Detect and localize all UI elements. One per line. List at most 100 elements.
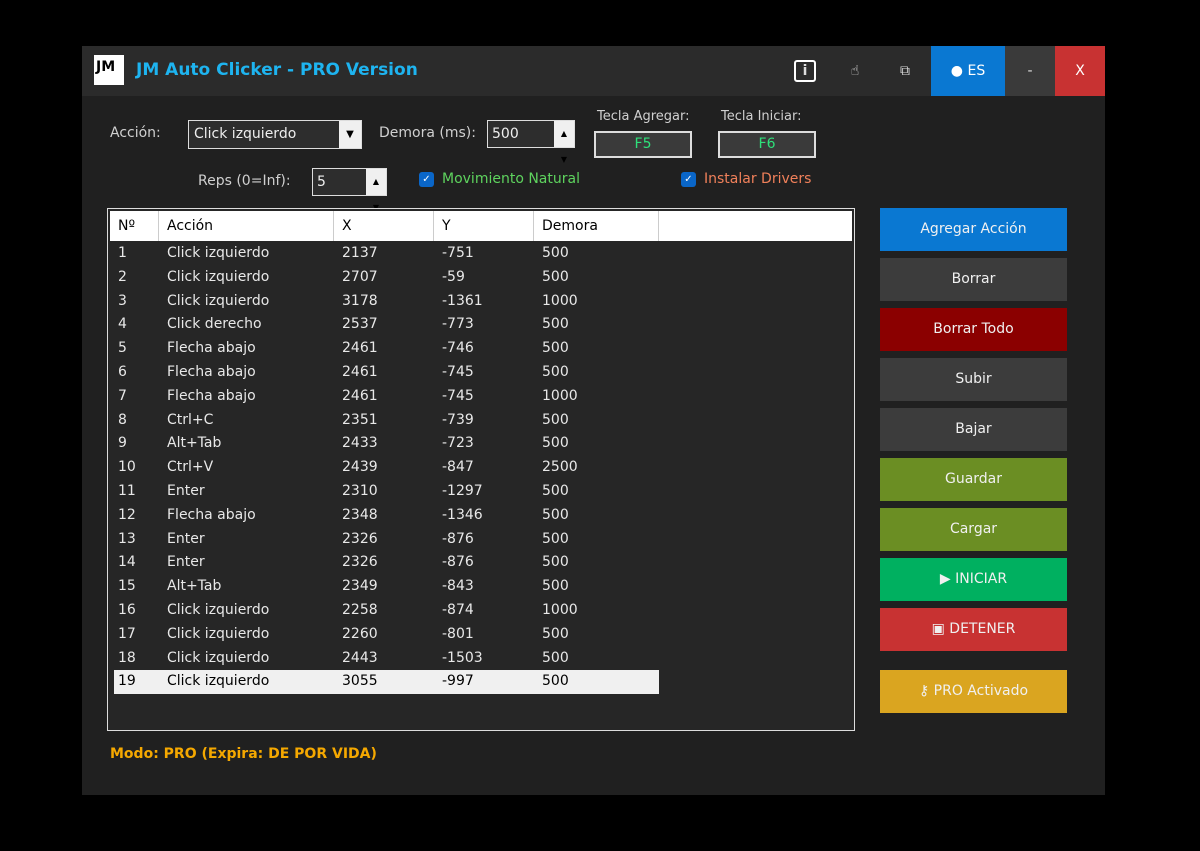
table-row[interactable]: 17 Click izquierdo 2260 -801 500 bbox=[114, 623, 659, 647]
table-cell: 17 bbox=[118, 625, 136, 642]
pro-activado-button[interactable]: ⚷ PRO Activado bbox=[880, 670, 1067, 713]
reps-input[interactable]: 5 ▲▼ bbox=[312, 168, 387, 212]
actions-table[interactable]: Nº Acción X Y Demora 1 Click izquierdo 2137 -75… bbox=[107, 208, 855, 731]
table-row[interactable]: 1 Click izquierdo 2137 -751 500 bbox=[114, 242, 659, 266]
detener-button[interactable]: ▣ DETENER bbox=[880, 608, 1067, 651]
table-cell: -1503 bbox=[442, 649, 483, 666]
borrar-todo-button[interactable]: Borrar Todo bbox=[880, 308, 1067, 351]
table-cell: 500 bbox=[542, 506, 569, 523]
table-row[interactable]: 14 Enter 2326 -876 500 bbox=[114, 551, 659, 575]
table-row[interactable]: 12 Flecha abajo 2348 -1346 500 bbox=[114, 504, 659, 528]
table-cell: Click izquierdo bbox=[167, 292, 270, 309]
delay-label: Demora (ms): bbox=[379, 125, 476, 141]
table-cell: Click izquierdo bbox=[167, 268, 270, 285]
table-row[interactable]: 10 Ctrl+V 2439 -847 2500 bbox=[114, 456, 659, 480]
screenshot-icon: ⧉ bbox=[900, 63, 910, 79]
table-row[interactable]: 19 Click izquierdo 3055 -997 500 bbox=[114, 670, 659, 695]
table-row[interactable]: 18 Click izquierdo 2443 -1503 500 bbox=[114, 647, 659, 671]
table-header: Nº Acción X Y Demora bbox=[110, 211, 852, 241]
hand-button[interactable]: ☝ bbox=[838, 46, 872, 96]
table-cell: 500 bbox=[542, 530, 569, 547]
delay-value: 500 bbox=[492, 126, 519, 142]
table-cell: 2258 bbox=[342, 602, 378, 618]
table-cell: 500 bbox=[542, 578, 569, 595]
table-row[interactable]: 9 Alt+Tab 2433 -723 500 bbox=[114, 432, 659, 456]
natural-checkbox[interactable]: ✓ bbox=[419, 172, 434, 187]
table-cell: 18 bbox=[118, 649, 136, 666]
table-cell: 500 bbox=[542, 364, 569, 380]
table-cell: 500 bbox=[542, 625, 569, 642]
table-row[interactable]: 3 Click izquierdo 3178 -1361 1000 bbox=[114, 290, 659, 314]
table-cell: -1346 bbox=[442, 506, 483, 523]
table-cell: -997 bbox=[442, 673, 474, 690]
table-cell: -723 bbox=[442, 435, 474, 452]
guardar-button[interactable]: Guardar bbox=[880, 458, 1067, 501]
table-cell: 2348 bbox=[342, 506, 378, 523]
close-button[interactable]: X bbox=[1055, 46, 1105, 96]
table-cell: -847 bbox=[442, 459, 474, 476]
table-cell: Flecha abajo bbox=[167, 364, 256, 380]
table-cell: -746 bbox=[442, 340, 474, 357]
language-label: ES bbox=[967, 63, 986, 79]
table-row[interactable]: 13 Enter 2326 -876 500 bbox=[114, 528, 659, 552]
column-header[interactable]: X bbox=[334, 211, 434, 241]
title-bar: JM JM Auto Clicker - PRO Version i ☝ ⧉ ●… bbox=[82, 46, 1105, 96]
table-cell: -739 bbox=[442, 411, 474, 428]
table-cell: 1000 bbox=[542, 602, 578, 618]
column-header[interactable]: Nº bbox=[110, 211, 159, 241]
table-row[interactable]: 4 Click derecho 2537 -773 500 bbox=[114, 313, 659, 337]
table-row[interactable]: 15 Alt+Tab 2349 -843 500 bbox=[114, 575, 659, 599]
column-header[interactable]: Acción bbox=[159, 211, 334, 241]
table-cell: 500 bbox=[542, 268, 569, 285]
drivers-checkbox[interactable]: ✓ bbox=[681, 172, 696, 187]
table-cell: 13 bbox=[118, 530, 136, 547]
reps-value: 5 bbox=[317, 174, 326, 190]
table-cell: 500 bbox=[542, 435, 569, 452]
table-cell: -745 bbox=[442, 387, 474, 404]
table-cell: 500 bbox=[542, 673, 569, 690]
up-icon: ▲ bbox=[372, 177, 380, 186]
up-icon: ▲ bbox=[560, 129, 568, 138]
table-cell: Alt+Tab bbox=[167, 578, 222, 595]
table-cell: -876 bbox=[442, 554, 474, 571]
cargar-button[interactable]: Cargar bbox=[880, 508, 1067, 551]
column-header[interactable]: Y bbox=[434, 211, 534, 241]
borrar-button[interactable]: Borrar bbox=[880, 258, 1067, 301]
agregar-acción-button[interactable]: Agregar Acción bbox=[880, 208, 1067, 251]
delay-input[interactable]: 500 ▲ ▼ bbox=[487, 120, 575, 164]
table-row[interactable]: 7 Flecha abajo 2461 -745 1000 bbox=[114, 385, 659, 409]
table-cell: Click izquierdo bbox=[167, 602, 270, 618]
iniciar-button[interactable]: ▶ INICIAR bbox=[880, 558, 1067, 601]
table-cell: Click izquierdo bbox=[167, 649, 270, 666]
delay-stepper[interactable]: ▲ ▼ bbox=[554, 121, 574, 164]
table-row[interactable]: 6 Flecha abajo 2461 -745 500 bbox=[114, 361, 659, 385]
table-row[interactable]: 16 Click izquierdo 2258 -874 1000 bbox=[114, 599, 659, 623]
bajar-button[interactable]: Bajar bbox=[880, 408, 1067, 451]
table-cell: -876 bbox=[442, 530, 474, 547]
table-cell: 5 bbox=[118, 340, 127, 357]
table-cell: 2537 bbox=[342, 316, 378, 333]
action-dropdown[interactable]: Click izquierdo ▼ bbox=[188, 120, 362, 149]
key-start-field[interactable]: F6 bbox=[718, 131, 816, 158]
table-cell: 3055 bbox=[342, 673, 378, 690]
table-cell: 16 bbox=[118, 602, 136, 618]
column-header[interactable]: Demora bbox=[534, 211, 659, 241]
reps-stepper[interactable]: ▲▼ bbox=[366, 169, 386, 212]
globe-icon: ● bbox=[950, 63, 964, 79]
table-cell: Enter bbox=[167, 554, 205, 571]
info-button[interactable]: i bbox=[788, 46, 822, 96]
drivers-label: Instalar Drivers bbox=[704, 171, 812, 187]
hand-icon: ☝ bbox=[850, 63, 860, 79]
table-row[interactable]: 5 Flecha abajo 2461 -746 500 bbox=[114, 337, 659, 361]
key-add-field[interactable]: F5 bbox=[594, 131, 692, 158]
table-row[interactable]: 11 Enter 2310 -1297 500 bbox=[114, 480, 659, 504]
table-row[interactable]: 8 Ctrl+C 2351 -739 500 bbox=[114, 409, 659, 433]
table-cell: 2433 bbox=[342, 435, 378, 452]
table-cell: 2461 bbox=[342, 387, 378, 404]
screenshot-button[interactable]: ⧉ bbox=[888, 46, 922, 96]
subir-button[interactable]: Subir bbox=[880, 358, 1067, 401]
minimize-button[interactable]: - bbox=[1005, 46, 1055, 96]
language-button[interactable]: ● ES bbox=[931, 46, 1005, 96]
table-row[interactable]: 2 Click izquierdo 2707 -59 500 bbox=[114, 266, 659, 290]
table-cell: Flecha abajo bbox=[167, 506, 256, 523]
